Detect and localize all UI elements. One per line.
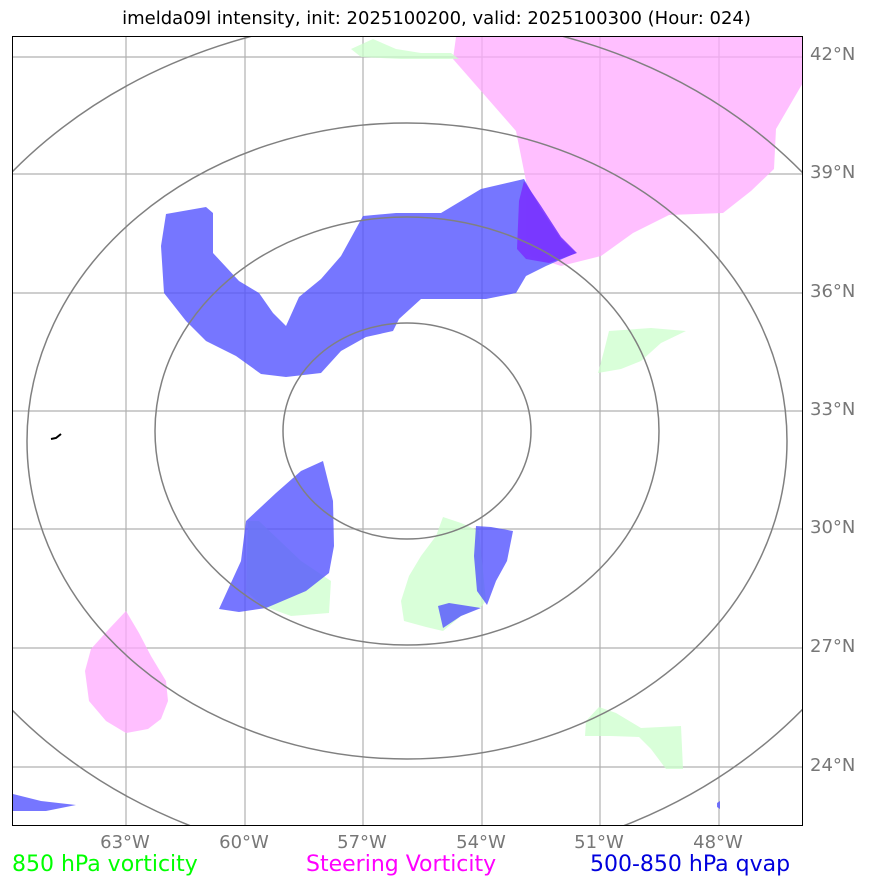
legend-steering-vorticity: Steering Vorticity: [306, 852, 497, 877]
qvap-area: [13, 794, 76, 811]
lat-label: 33°N: [810, 399, 856, 420]
legend-850-vorticity: 850 hPa vorticity: [12, 852, 198, 877]
storm-marker: [50, 433, 62, 440]
vorticity-850-area: [598, 328, 686, 373]
map-title: imelda09l intensity, init: 2025100200, v…: [122, 8, 751, 29]
qvap-area: [219, 461, 334, 612]
lat-label: 39°N: [810, 162, 856, 183]
qvap-area: [717, 801, 720, 809]
qvap-area: [438, 603, 481, 628]
lon-label: 51°W: [574, 832, 624, 853]
qvap-area: [161, 179, 576, 377]
qvap-layer: [13, 179, 720, 811]
lon-label: 63°W: [100, 832, 150, 853]
lon-label: 60°W: [219, 832, 269, 853]
range-ring: [282, 322, 532, 540]
lat-label: 24°N: [810, 755, 856, 776]
map-panel: [12, 36, 803, 826]
vorticity-850-area: [401, 517, 486, 631]
lat-label: 36°N: [810, 281, 856, 302]
range-ring: [154, 216, 660, 646]
steering-vorticity-area: [85, 611, 168, 733]
lon-label: 54°W: [456, 832, 506, 853]
map-canvas: [13, 37, 802, 825]
lon-label: 57°W: [337, 832, 387, 853]
lat-label: 30°N: [810, 517, 856, 538]
range-rings: [13, 37, 802, 825]
qvap-area: [474, 526, 513, 605]
lon-label: 48°W: [693, 832, 743, 853]
vorticity-850-area: [585, 707, 683, 769]
lat-label: 42°N: [810, 44, 856, 65]
range-ring: [26, 122, 788, 760]
legend-qvap: 500-850 hPa qvap: [590, 852, 791, 877]
steering-qvap-overlap: [517, 181, 577, 263]
lat-label: 27°N: [810, 636, 856, 657]
vorticity-850-area: [351, 39, 459, 59]
